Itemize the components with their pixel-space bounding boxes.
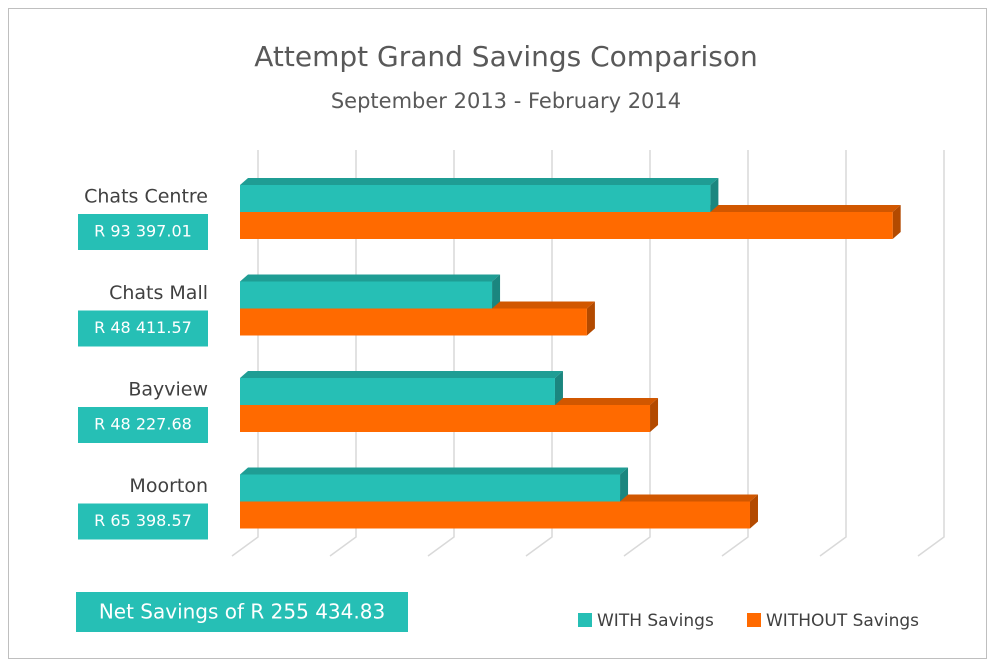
savings-label: R 65 398.57 <box>94 511 192 530</box>
bar-top <box>240 178 719 185</box>
grid-line <box>721 150 749 557</box>
savings-label: R 48 411.57 <box>94 318 192 337</box>
category-label: Chats Mall <box>109 282 208 304</box>
bar <box>240 178 719 212</box>
bar-side <box>710 178 719 212</box>
bar-front <box>240 474 621 502</box>
annotation: Net Savings of R 255 434.83 <box>99 600 385 624</box>
bar-front <box>240 185 711 212</box>
savings-label-box <box>78 407 208 443</box>
bar-side <box>650 398 659 432</box>
savings-label-box <box>78 214 208 250</box>
legend-swatch <box>747 613 761 627</box>
bar-top <box>240 467 629 475</box>
savings-label-box <box>78 503 208 540</box>
chart-title: Attempt Grand Savings Comparison <box>254 40 758 73</box>
grid-line <box>917 150 945 557</box>
bar-front <box>240 308 587 336</box>
legend-label: WITH Savings <box>597 611 714 631</box>
legend-label: WITHOUT Savings <box>766 611 919 631</box>
bar-side <box>892 205 901 239</box>
bar-side <box>492 274 501 309</box>
grid-line <box>819 150 847 557</box>
category-label: Bayview <box>128 379 208 401</box>
bar-side <box>586 301 595 336</box>
chart-subtitle: September 2013 - February 2014 <box>331 89 681 113</box>
bar-front <box>240 281 493 309</box>
bar-front <box>240 405 651 432</box>
category-label: Chats Centre <box>84 186 208 208</box>
grid-line <box>623 150 651 557</box>
bar-side <box>554 371 563 405</box>
savings-label: R 93 397.01 <box>94 222 192 241</box>
category-label: Moorton <box>129 475 208 497</box>
bar <box>240 371 563 405</box>
annotation-box <box>76 592 408 632</box>
bar-front <box>240 212 893 239</box>
bar-top <box>240 371 563 378</box>
savings-label: R 48 227.68 <box>94 415 192 434</box>
grid-line <box>525 150 553 557</box>
bar-front <box>240 378 555 405</box>
bar <box>240 467 629 502</box>
bar-side <box>749 494 758 529</box>
legend-swatch <box>578 613 592 627</box>
bar-front <box>240 501 750 529</box>
savings-label-box <box>78 310 208 347</box>
bar <box>240 274 501 309</box>
bar-side <box>620 467 629 502</box>
bar-top <box>240 274 501 282</box>
